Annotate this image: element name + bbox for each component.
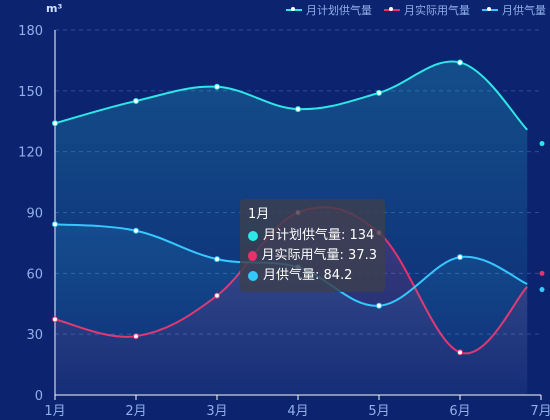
legend-item-supply[interactable]: 月供气量 <box>482 2 546 18</box>
legend-marker-supply <box>482 7 498 11</box>
x-tick-label: 3月 <box>206 404 227 419</box>
x-tick-label: 5月 <box>368 404 389 419</box>
tooltip-dot-supply <box>248 271 258 281</box>
legend-item-actual[interactable]: 月实际用气量 <box>384 2 470 18</box>
tooltip-text-plan: 月计划供气量: 134 <box>263 228 375 243</box>
x-tick-label: 6月 <box>449 404 470 419</box>
y-axis-unit: m³ <box>46 2 63 15</box>
y-tick-label: 150 <box>18 85 43 100</box>
tooltip-row-actual: 月实际用气量: 37.3 <box>248 246 377 266</box>
point-supply <box>376 302 382 309</box>
y-tick-label: 120 <box>18 146 43 161</box>
x-tick-label: 2月 <box>125 404 146 419</box>
tooltip-row-plan: 月计划供气量: 134 <box>248 226 377 246</box>
legend-marker-actual <box>384 7 400 11</box>
tooltip-dot-actual <box>248 251 257 261</box>
tooltip-dot-plan <box>248 231 258 241</box>
point-supply <box>214 256 220 263</box>
tooltip-title: 1月 <box>248 207 270 222</box>
point-supply <box>52 221 58 228</box>
y-tick-label: 180 <box>18 24 43 39</box>
legend-label-actual: 月实际用气量 <box>404 4 470 17</box>
legend-item-plan[interactable]: 月计划供气量 <box>286 2 372 18</box>
point-supply <box>457 254 463 261</box>
y-tick-label: 90 <box>26 207 43 222</box>
point-supply-offscreen <box>539 287 545 293</box>
point-plan <box>52 120 58 127</box>
point-plan <box>457 59 463 66</box>
tooltip: 1月 月计划供气量: 134 月实际用气量: 37.3 月供气量: 84.2 <box>240 199 385 292</box>
point-plan <box>214 83 220 90</box>
area-supply <box>55 224 528 395</box>
legend-label-supply: 月供气量 <box>502 4 546 17</box>
tooltip-row-supply: 月供气量: 84.2 <box>248 266 377 286</box>
legend-label-plan: 月计划供气量 <box>306 4 372 17</box>
legend-marker-plan <box>286 7 302 11</box>
point-plan <box>133 97 139 104</box>
legend: 月计划供气量 月实际用气量 月供气量 <box>286 2 546 18</box>
point-actual-offscreen <box>539 270 545 276</box>
y-tick-label: 0 <box>35 389 43 404</box>
x-tick-label: 1月 <box>44 404 65 419</box>
y-tick-label: 60 <box>26 267 43 282</box>
y-tick-label: 30 <box>26 328 43 343</box>
point-plan <box>295 106 301 113</box>
x-tick-label: 4月 <box>287 404 308 419</box>
tooltip-text-actual: 月实际用气量: 37.3 <box>261 248 377 263</box>
tooltip-text-supply: 月供气量: 84.2 <box>263 268 353 283</box>
x-tick-label: 7月 <box>530 404 550 419</box>
point-plan <box>376 89 382 96</box>
point-plan-offscreen <box>539 141 545 147</box>
point-supply <box>133 227 139 234</box>
